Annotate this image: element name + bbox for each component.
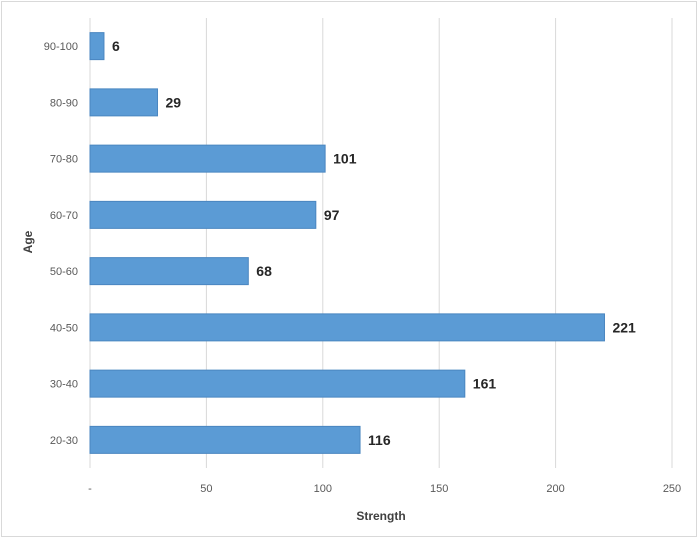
x-tick-label-0: - bbox=[88, 483, 92, 495]
x-tick-label-4: 200 bbox=[546, 483, 564, 495]
x-tick-label-2: 100 bbox=[314, 483, 332, 495]
y-tick-labels: 20-30 30-40 40-50 50-60 60-70 70-80 80-90 90-10… bbox=[44, 41, 78, 447]
data-labels: 116 161 221 68 97 101 29 6 bbox=[112, 38, 636, 448]
data-label-40-50: 221 bbox=[612, 319, 636, 335]
data-label-50-60: 68 bbox=[256, 263, 272, 279]
data-label-20-30: 116 bbox=[368, 432, 391, 448]
y-tick-label-30-40: 30-40 bbox=[50, 379, 78, 391]
bar-50-60 bbox=[89, 257, 249, 286]
bar-70-80 bbox=[89, 144, 326, 173]
bar-20-30 bbox=[89, 425, 361, 454]
x-tick-label-5: 250 bbox=[663, 483, 681, 495]
bar-90-100 bbox=[89, 32, 105, 61]
data-label-90-100: 6 bbox=[112, 38, 120, 54]
x-tick-label-1: 50 bbox=[200, 483, 212, 495]
x-tick-labels: - 50 100 150 200 250 bbox=[88, 483, 681, 495]
data-label-60-70: 97 bbox=[324, 207, 340, 223]
bar-80-90 bbox=[89, 88, 159, 117]
bars bbox=[89, 32, 605, 454]
y-tick-label-90-100: 90-100 bbox=[44, 41, 78, 53]
bar-40-50 bbox=[89, 313, 605, 342]
bar-30-40 bbox=[89, 369, 466, 398]
data-label-70-80: 101 bbox=[333, 151, 357, 167]
x-axis-title: Strength bbox=[356, 509, 405, 523]
y-tick-label-20-30: 20-30 bbox=[50, 435, 78, 447]
gridlines bbox=[89, 18, 673, 468]
y-tick-label-70-80: 70-80 bbox=[50, 154, 78, 166]
y-axis-title: Age bbox=[21, 230, 35, 253]
data-label-80-90: 29 bbox=[166, 94, 182, 110]
y-tick-label-50-60: 50-60 bbox=[50, 266, 78, 278]
x-tick-label-3: 150 bbox=[430, 483, 448, 495]
y-tick-label-80-90: 80-90 bbox=[50, 97, 78, 109]
y-tick-label-60-70: 60-70 bbox=[50, 210, 78, 222]
y-tick-label-40-50: 40-50 bbox=[50, 322, 78, 334]
data-label-30-40: 161 bbox=[473, 376, 497, 392]
bar-60-70 bbox=[89, 200, 317, 229]
